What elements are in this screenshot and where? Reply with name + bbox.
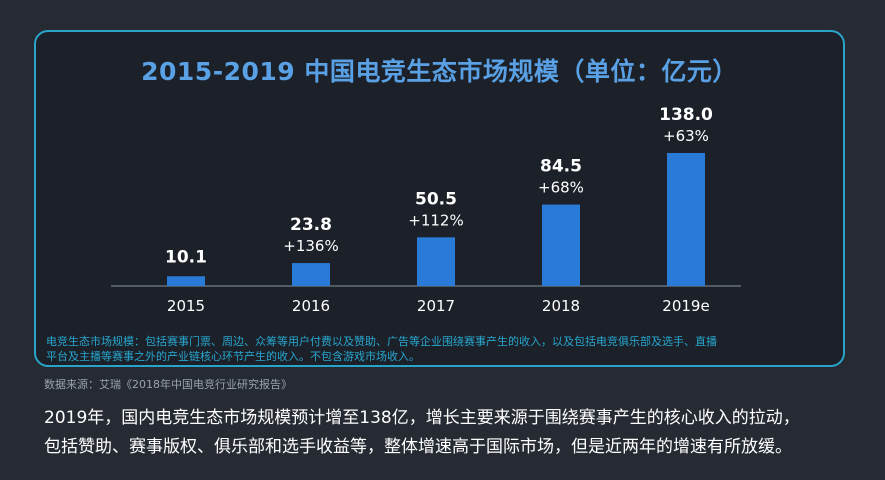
bar-2019e: [667, 153, 705, 286]
footnote-line: 平台及主播等赛事之外的产业链核心环节产生的收入。不包含游戏市场收入。: [46, 350, 420, 363]
value-label: 23.8: [290, 215, 332, 235]
bar-2015: [167, 276, 205, 286]
growth-label: +136%: [283, 237, 338, 255]
growth-label: +63%: [663, 127, 709, 145]
x-tick-label: 2019e: [662, 297, 709, 315]
value-label: 138.0: [659, 105, 713, 125]
bar-2018: [542, 204, 580, 286]
bar-chart: 2015 10.1 2016 +136% 23.8 2017 +112% 50.5 2018 +6…: [111, 105, 741, 315]
x-tick-label: 2015: [167, 297, 205, 315]
footnote-line: 电竞生态市场规模：包括赛事门票、周边、众筹等用户付费以及赞助、广告等企业围绕赛事…: [46, 335, 717, 348]
caption-line: 包括赞助、赛事版权、俱乐部和选手收益等，整体增速高于国际市场，但是近两年的增速有…: [44, 437, 792, 457]
x-tick-label: 2017: [417, 297, 455, 315]
caption-text: 2019年，国内电竞生态市场规模预计增至138亿，增长主要来源于围绕赛事产生的核…: [44, 404, 864, 462]
value-label: 84.5: [540, 157, 582, 177]
value-label: 50.5: [415, 189, 457, 209]
x-tick-label: 2016: [292, 297, 330, 315]
chart-footnote: 电竞生态市场规模：包括赛事门票、周边、众筹等用户付费以及赞助、广告等企业围绕赛事…: [46, 334, 836, 364]
bar-2017: [417, 237, 455, 286]
value-label: 10.1: [165, 247, 207, 267]
chart-title: 2015-2019 中国电竞生态市场规模（单位：亿元）: [141, 57, 738, 86]
x-tick-label: 2018: [542, 297, 580, 315]
growth-label: +112%: [408, 211, 463, 229]
growth-label: +68%: [538, 179, 584, 197]
caption-line: 2019年，国内电竞生态市场规模预计增至138亿，增长主要来源于围绕赛事产生的核…: [44, 408, 800, 428]
chart-panel: 2015-2019 中国电竞生态市场规模（单位：亿元） 2015 10.1 2016…: [34, 30, 845, 367]
data-source: 数据来源：艾瑞《2018年中国电竞行业研究报告》: [44, 378, 292, 391]
bar-2016: [292, 263, 330, 286]
